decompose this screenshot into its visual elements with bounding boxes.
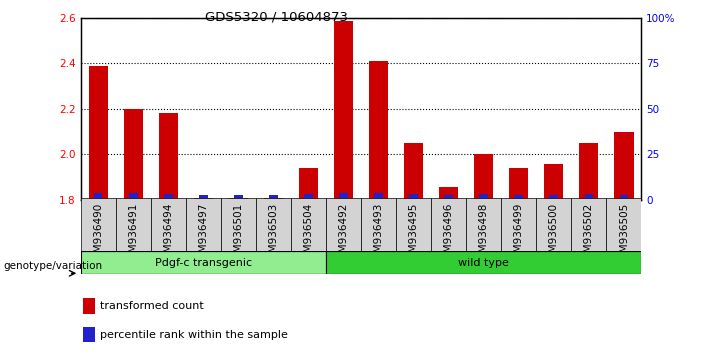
Bar [404, 143, 423, 200]
Text: GSM936498: GSM936498 [479, 202, 489, 266]
Bar [81, 251, 326, 274]
Bar [571, 198, 606, 253]
Text: GSM936502: GSM936502 [584, 202, 594, 266]
Bar [304, 194, 313, 200]
Bar [439, 188, 458, 200]
Bar [116, 198, 151, 253]
Bar [291, 198, 326, 253]
Bar [374, 193, 383, 200]
Bar [620, 195, 628, 200]
Bar [550, 195, 558, 200]
Bar [501, 198, 536, 253]
Bar [474, 154, 494, 200]
Text: genotype/variation: genotype/variation [4, 261, 102, 271]
Bar [431, 198, 466, 253]
Text: percentile rank within the sample: percentile rank within the sample [100, 330, 288, 339]
Text: transformed count: transformed count [100, 301, 204, 311]
Bar [444, 195, 453, 200]
Bar [81, 198, 116, 253]
Bar [234, 195, 243, 200]
Bar [151, 198, 186, 253]
Text: GSM936496: GSM936496 [444, 202, 454, 266]
Bar [83, 298, 95, 314]
Text: GSM936497: GSM936497 [198, 202, 208, 266]
Bar [158, 113, 178, 200]
Bar [339, 193, 348, 200]
Bar [361, 198, 396, 253]
Bar [221, 198, 256, 253]
Text: GSM936493: GSM936493 [374, 202, 383, 266]
Bar [164, 194, 172, 200]
Bar [326, 198, 361, 253]
Text: GSM936499: GSM936499 [514, 202, 524, 266]
Text: GDS5320 / 10604873: GDS5320 / 10604873 [205, 11, 348, 24]
Bar [186, 198, 221, 253]
Text: GSM936490: GSM936490 [93, 202, 103, 266]
Bar [479, 194, 488, 200]
Bar [199, 195, 207, 200]
Bar [614, 132, 634, 200]
Text: GSM936505: GSM936505 [619, 202, 629, 266]
Bar [369, 61, 388, 200]
Bar [83, 326, 95, 343]
Bar [515, 195, 523, 200]
Bar [396, 198, 431, 253]
Bar [229, 198, 248, 200]
Bar [544, 164, 564, 200]
Text: Pdgf-c transgenic: Pdgf-c transgenic [155, 258, 252, 268]
Bar [509, 168, 529, 200]
Bar [606, 198, 641, 253]
Bar [193, 198, 213, 200]
Text: GSM936500: GSM936500 [549, 202, 559, 266]
Bar [88, 65, 108, 200]
Bar [409, 194, 418, 200]
Text: GSM936495: GSM936495 [409, 202, 418, 266]
Bar [123, 109, 143, 200]
Bar [326, 251, 641, 274]
Bar [334, 21, 353, 200]
Bar [269, 195, 278, 200]
Bar [264, 198, 283, 200]
Text: GSM936492: GSM936492 [339, 202, 348, 266]
Bar [466, 198, 501, 253]
Text: wild type: wild type [458, 258, 509, 268]
Bar [94, 193, 102, 200]
Text: GSM936503: GSM936503 [268, 202, 278, 266]
Text: GSM936501: GSM936501 [233, 202, 243, 266]
Bar [129, 193, 137, 200]
Bar [579, 143, 599, 200]
Bar [256, 198, 291, 253]
Bar [299, 168, 318, 200]
Text: GSM936504: GSM936504 [304, 202, 313, 266]
Text: GSM936491: GSM936491 [128, 202, 138, 266]
Bar [536, 198, 571, 253]
Text: GSM936494: GSM936494 [163, 202, 173, 266]
Bar [585, 194, 593, 200]
